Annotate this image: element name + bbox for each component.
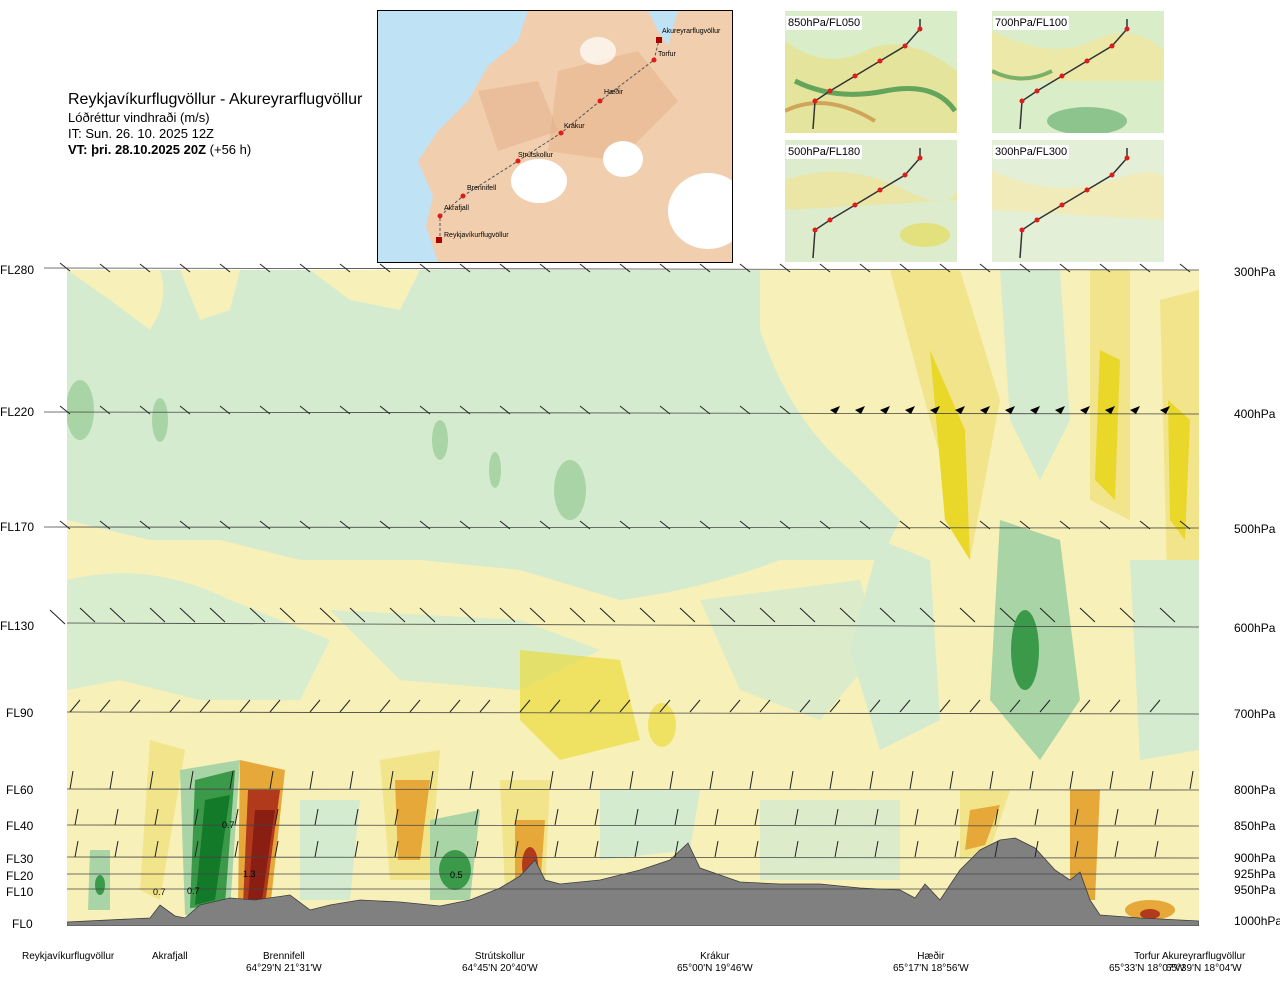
waypoint-name: Hæðir: [917, 951, 945, 962]
product-label: Lóðréttur vindhraði (m/s): [68, 110, 210, 125]
waypoint-torfur: Torfur 65°33'N 18°07'W: [1109, 951, 1185, 975]
fl-label: FL220: [0, 405, 35, 419]
issue-time: IT: Sun. 26. 10. 2025 12Z: [68, 126, 214, 141]
map-label-akrafjall: Akrafjall: [444, 205, 469, 212]
contour-label: 0.7: [153, 887, 166, 897]
waypoint-name: Akureyrarflugvöllur: [1162, 951, 1246, 962]
waypoint-coord: 65°17'N 18°56'W: [893, 963, 969, 974]
hpa-label: 950hPa: [1234, 883, 1276, 897]
mini-map-700: 700hPa/FL100: [992, 11, 1164, 133]
hpa-label: 600hPa: [1234, 621, 1276, 635]
map-label-haedir: Hæðir: [604, 89, 624, 96]
waypoint-name: Reykjavíkurflugvöllur: [22, 951, 115, 962]
waypoint-brennifell: Brennifell 64°29'N 21°31'W: [246, 951, 322, 975]
waypoint-coord: 64°45'N 20°40'W: [462, 963, 538, 974]
waypoint-name: Torfur: [1134, 951, 1160, 962]
route-title: Reykjavíkurflugvöllur - Akureyrarflugvöl…: [68, 91, 363, 108]
map-label-brennifell: Brennifell: [467, 185, 497, 192]
mini-map-300-label: 300hPa/FL300: [993, 145, 1070, 159]
waypoint-coord: 64°29'N 21°31'W: [246, 963, 322, 974]
waypoint-haedir: Hæðir 65°17'N 18°56'W: [893, 951, 969, 975]
fl-label: FL170: [0, 520, 35, 534]
contour-label: 0.7: [187, 886, 200, 896]
fl-label: FL10: [6, 885, 34, 899]
fl-label: FL130: [0, 619, 35, 633]
fl-label: FL20: [6, 869, 34, 883]
waypoint-coord: 65°00'N 19°46'W: [677, 963, 753, 974]
map-label-reykjavik: Reykjavíkurflugvöllur: [444, 232, 509, 239]
waypoint-name: Akrafjall: [152, 951, 188, 962]
fl-label: FL60: [6, 783, 34, 797]
fl-label: FL40: [6, 819, 34, 833]
hpa-label: 800hPa: [1234, 783, 1276, 797]
waypoint-coord: 65°39'N 18°04'W: [1165, 963, 1242, 974]
map-label-torfur: Torfur: [658, 51, 676, 58]
waypoint-krakur: Krákur 65°00'N 19°46'W: [677, 951, 753, 975]
fl-label: FL280: [0, 263, 35, 277]
contour-label: 1.3: [243, 869, 256, 879]
hpa-label: 925hPa: [1234, 867, 1276, 881]
fl-label: FL90: [6, 706, 34, 720]
hpa-label: 500hPa: [1234, 522, 1276, 536]
waypoint-coord: 65°33'N 18°07'W: [1109, 963, 1185, 974]
mini-map-500-label: 500hPa/FL180: [786, 145, 863, 159]
waypoint-name: Krákur: [700, 951, 730, 962]
waypoint-name: Brennifell: [263, 951, 305, 962]
valid-time: VT: þri. 28.10.2025 20Z (+56 h): [68, 142, 362, 158]
hpa-label: 900hPa: [1234, 851, 1276, 865]
mini-map-300: 300hPa/FL300: [992, 140, 1164, 262]
title-block: Reykjavíkurflugvöllur - Akureyrarflugvöl…: [68, 90, 362, 158]
waypoint-reykjavik: Reykjavíkurflugvöllur: [22, 951, 114, 963]
map-label-strutskollur: Strútskollur: [518, 152, 554, 159]
contour-labels: 0.7 0.7 0.7 1.3 0.5: [153, 820, 463, 897]
mini-map-500-graphic: [785, 140, 957, 262]
map-label-krakur: Krákur: [564, 123, 585, 130]
mini-map-500: 500hPa/FL180: [785, 140, 957, 262]
mini-map-850-graphic: [785, 11, 957, 133]
mini-map-850: 850hPa/FL050: [785, 11, 957, 133]
route-map-graphic: [378, 11, 732, 262]
valid-time-offset: (+56 h): [209, 142, 252, 157]
contour-label: 0.5: [450, 870, 463, 880]
contour-label: 0.7: [222, 820, 235, 830]
vertical-velocity-field: [67, 270, 1199, 926]
hpa-label: 300hPa: [1234, 265, 1276, 279]
mini-map-700-graphic: [992, 11, 1164, 133]
hpa-label: 1000hPa: [1234, 914, 1280, 928]
cross-section: 0.7 0.7 0.7 1.3 0.5: [43, 262, 1200, 926]
waypoint-strutskollur: Strútskollur 64°45'N 20°40'W: [462, 951, 538, 975]
fl-label: FL30: [6, 852, 34, 866]
waypoint-akureyri: Akureyrarflugvöllur 65°39'N 18°04'W: [1162, 951, 1245, 975]
map-label-akureyri: Akureyrarflugvöllur: [662, 28, 721, 35]
fl-label: FL0: [12, 917, 33, 931]
route-map: Akureyrarflugvöllur Torfur Hæðir Krákur …: [377, 10, 733, 263]
waypoint-akrafjall: Akrafjall: [152, 951, 188, 963]
mini-map-700-label: 700hPa/FL100: [993, 16, 1070, 30]
hpa-label: 700hPa: [1234, 707, 1276, 721]
mini-map-300-graphic: [992, 140, 1164, 262]
hpa-label: 850hPa: [1234, 819, 1276, 833]
pressure-lines: [43, 267, 1200, 890]
hpa-label: 400hPa: [1234, 407, 1276, 421]
mini-map-850-label: 850hPa/FL050: [786, 16, 863, 30]
wind-barbs: [49, 262, 1194, 858]
strong-wind-flags: [830, 406, 1170, 414]
valid-time-main: VT: þri. 28.10.2025 20Z: [68, 142, 207, 157]
waypoint-name: Strútskollur: [474, 951, 525, 962]
